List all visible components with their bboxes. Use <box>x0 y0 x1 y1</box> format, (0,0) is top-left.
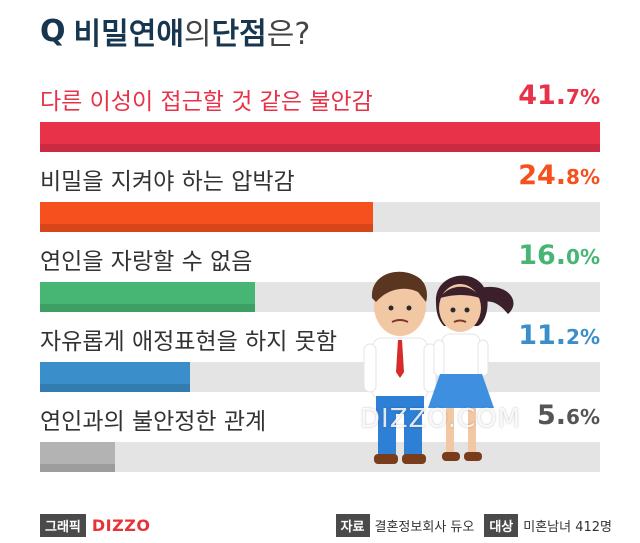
bar-shade <box>40 384 191 392</box>
footer: 그래픽 DIZZO 자료 결혼정보회사 듀오 대상 미혼남녀 412명 <box>0 510 640 540</box>
bar <box>40 122 600 152</box>
title-part-1: 비밀연애 <box>73 17 184 52</box>
bar-track <box>40 202 600 232</box>
category-label: 다른 이성이 접근할 것 같은 불안감 <box>40 89 373 115</box>
category-label: 비밀을 지켜야 하는 압박감 <box>40 169 295 195</box>
title-part-2: 의 <box>183 17 212 52</box>
girl-figure <box>428 275 514 461</box>
title-part-4: 은? <box>266 17 311 52</box>
page-title: Q 비밀연애 의 단점 은? <box>40 6 310 56</box>
boy-figure <box>363 271 437 464</box>
value-label: 11.2% <box>518 320 600 351</box>
watermark: DIZZO.COM <box>360 404 522 434</box>
value-label: 5.6% <box>537 400 600 431</box>
question-mark: Q <box>40 13 66 49</box>
value-label: 16.0% <box>518 240 600 271</box>
value-integer: 24. <box>518 160 567 191</box>
value-decimal-unit: 6% <box>566 405 600 429</box>
value-integer: 11. <box>518 320 567 351</box>
bar-shade <box>40 144 600 152</box>
value-decimal-unit: 0% <box>566 245 600 269</box>
value-integer: 41. <box>518 80 567 111</box>
category-label: 연인과의 불안정한 관계 <box>40 409 267 435</box>
brand-logo: DIZZO <box>91 516 151 535</box>
bar-shade <box>40 304 255 312</box>
bar-track <box>40 362 600 392</box>
bar-track <box>40 442 600 472</box>
value-integer: 5. <box>536 400 567 431</box>
target-text: 미혼남녀 412명 <box>523 520 612 535</box>
value-label: 24.8% <box>518 160 600 191</box>
value-label: 41.7% <box>518 80 600 111</box>
bar-shade <box>40 224 374 232</box>
category-label: 자유롭게 애정표현을 하지 못함 <box>40 329 338 355</box>
value-decimal-unit: 7% <box>566 85 600 109</box>
bar-track <box>40 122 600 152</box>
bar <box>40 442 116 472</box>
graphic-tag: 그래픽 <box>40 514 86 537</box>
value-decimal-unit: 2% <box>566 325 600 349</box>
value-decimal-unit: 8% <box>566 165 600 189</box>
couple-illustration <box>363 271 514 464</box>
source-text: 결혼정보회사 듀오 <box>374 520 475 535</box>
bar <box>40 202 374 232</box>
source-tag: 자료 <box>335 514 370 537</box>
target-tag: 대상 <box>484 514 519 537</box>
category-label: 연인을 자랑할 수 없음 <box>40 249 253 275</box>
bar <box>40 362 191 392</box>
bar <box>40 282 255 312</box>
title-part-3: 단점 <box>211 17 267 52</box>
bar-shade <box>40 464 116 472</box>
value-integer: 16. <box>518 240 567 271</box>
